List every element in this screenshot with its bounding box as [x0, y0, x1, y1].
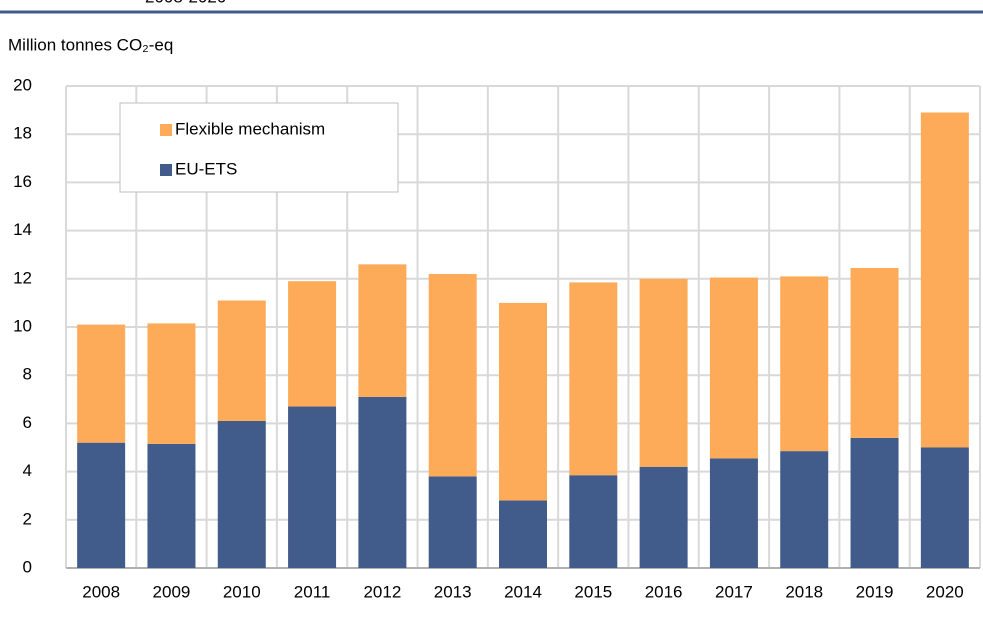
- bar-segment: [639, 466, 688, 568]
- bar-segment: [147, 323, 196, 444]
- legend-swatch: [160, 124, 172, 136]
- y-axis-label: Million tonnes CO₂-eq: [8, 35, 173, 54]
- x-tick-label: 2017: [715, 582, 753, 601]
- bar-segment: [569, 475, 618, 568]
- y-tick-label: 18: [13, 124, 32, 143]
- legend: Flexible mechanism EU-ETS: [119, 102, 399, 193]
- bar-segment: [920, 447, 969, 568]
- x-tick-label: 2011: [294, 582, 331, 601]
- bar-segment: [709, 277, 758, 459]
- subtitle: 2008-2020: [145, 0, 226, 6]
- y-tick-label: 8: [23, 365, 32, 384]
- legend-label: Flexible mechanism: [175, 119, 325, 138]
- bar-segment: [920, 112, 969, 448]
- x-tick-label: 2013: [434, 582, 472, 601]
- bar-segment: [358, 396, 407, 568]
- y-tick-label: 6: [23, 413, 32, 432]
- y-tick-label: 14: [13, 220, 32, 239]
- bar-segment: [780, 276, 829, 452]
- legend-label: EU-ETS: [175, 159, 237, 178]
- x-tick-label: 2012: [363, 582, 401, 601]
- x-tick-label: 2008: [82, 582, 120, 601]
- y-tick-label: 4: [23, 461, 32, 480]
- bar-segment: [77, 324, 126, 443]
- bar-segment: [639, 278, 688, 467]
- bar-segment: [288, 406, 337, 568]
- y-tick-label: 20: [13, 75, 32, 94]
- y-tick-label: 2: [23, 509, 32, 528]
- bar-segment: [428, 273, 477, 477]
- y-tick-label: 12: [13, 268, 32, 287]
- bar-segment: [499, 302, 547, 501]
- x-tick-label: 2010: [223, 582, 261, 601]
- x-tick-label: 2014: [504, 582, 542, 601]
- bar-segment: [850, 437, 899, 568]
- bar-segment: [147, 443, 196, 568]
- x-tick-label: 2009: [153, 582, 191, 601]
- bar-segment: [288, 281, 337, 407]
- legend-box: [119, 102, 399, 193]
- bar-segment: [77, 442, 126, 568]
- bar-segment: [217, 420, 266, 568]
- x-tick-label: 2016: [645, 582, 683, 601]
- x-tick-label: 2019: [856, 582, 894, 601]
- x-tick-label: 2018: [785, 582, 823, 601]
- bar-segment: [850, 267, 899, 438]
- y-tick-label: 0: [23, 557, 32, 576]
- legend-swatch: [160, 164, 172, 176]
- bar-segment: [709, 458, 758, 568]
- bar-segment: [569, 282, 618, 476]
- bar-segment: [780, 451, 829, 568]
- bars: 2008 2009 2010 2011 2012 2013 2014 2015 2016 2017…: [77, 112, 969, 601]
- bar-segment: [358, 264, 407, 397]
- bar-segment: [428, 476, 477, 568]
- y-tick-label: 16: [13, 172, 32, 191]
- x-tick-label: 2020: [926, 582, 964, 601]
- bar-segment: [217, 300, 266, 421]
- y-tick-label: 10: [13, 316, 32, 335]
- x-tick-label: 2015: [574, 582, 612, 601]
- bar-segment: [499, 500, 547, 568]
